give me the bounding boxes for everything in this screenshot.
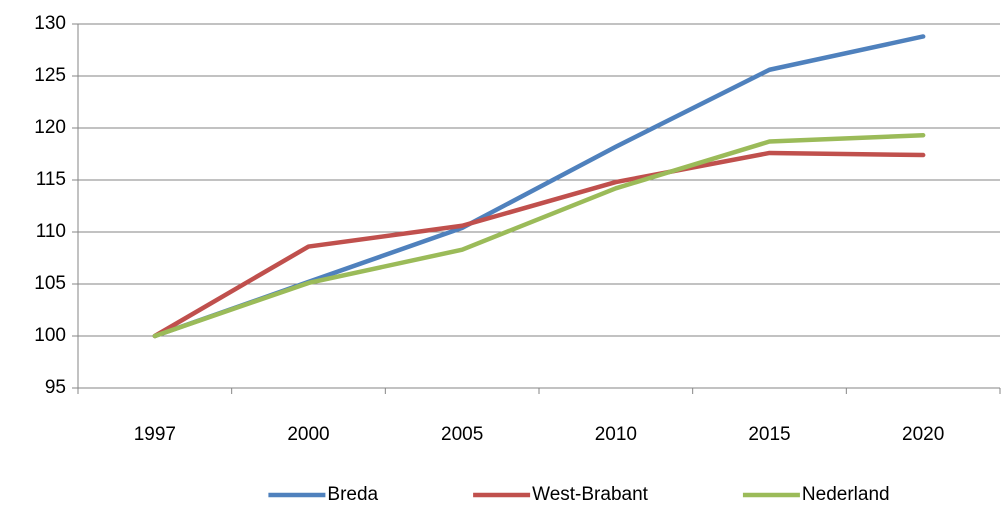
series-line xyxy=(152,150,926,339)
y-tick-label: 130 xyxy=(34,13,66,34)
y-tick-label: 120 xyxy=(34,117,66,138)
series-line xyxy=(152,133,926,339)
y-tick-label: 110 xyxy=(36,221,66,242)
y-tick-label: 125 xyxy=(34,65,66,86)
y-tick-label: 100 xyxy=(34,325,66,346)
y-tick-label: 105 xyxy=(34,273,66,294)
legend-label: Breda xyxy=(327,484,378,505)
y-tick-label: 115 xyxy=(36,169,66,190)
legend-label: West-Brabant xyxy=(532,484,649,505)
legend-label: Nederland xyxy=(802,484,890,505)
series-line xyxy=(152,34,926,339)
x-tick-label: 2005 xyxy=(441,424,483,445)
x-tick-label: 1997 xyxy=(134,424,176,445)
y-tick-label: 95 xyxy=(45,377,66,398)
x-tick-label: 2010 xyxy=(595,424,637,445)
x-tick-label: 2000 xyxy=(287,424,329,445)
x-tick-label: 2020 xyxy=(902,424,944,445)
x-tick-label: 2015 xyxy=(748,424,790,445)
